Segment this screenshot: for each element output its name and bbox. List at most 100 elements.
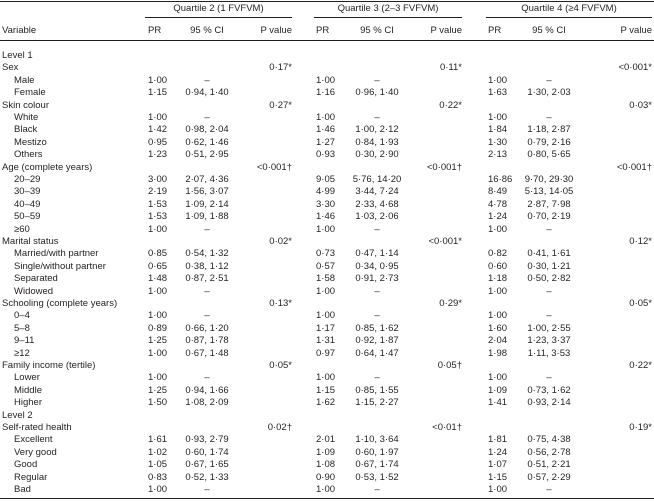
pr-value: 1·09: [488, 384, 508, 396]
column-header: P value: [430, 25, 462, 36]
row-label: Female: [14, 87, 46, 99]
p-value: 0·17*: [269, 62, 292, 74]
column-header: P value: [260, 25, 292, 36]
section-title: Level 2: [2, 409, 33, 421]
ci-value: 0·67, 1·48: [185, 347, 229, 359]
row-label: 20–29: [14, 174, 41, 185]
pr-value: 1·46: [316, 211, 336, 223]
ci-value: 0·38, 1·12: [185, 260, 229, 272]
pr-value: 1·00: [148, 310, 168, 322]
ci-value: 0·34, 0·95: [355, 260, 399, 272]
pr-value: 1·00: [148, 74, 168, 86]
ci-value: –: [546, 285, 552, 297]
p-value: 0·03*: [629, 99, 652, 111]
pr-value: 1·08: [316, 459, 336, 471]
pr-value: 0·95: [148, 136, 168, 148]
pr-value: 2·04: [488, 335, 508, 347]
ci-value: 0·50, 2·82: [527, 273, 571, 285]
p-value: <0·001*: [618, 62, 652, 74]
ci-value: 1·30, 2·03: [527, 87, 571, 99]
group-rule: [486, 17, 652, 18]
row-label: Regular: [14, 471, 48, 483]
pr-value: 16·86: [488, 174, 513, 185]
ci-value: 0·51, 2·21: [527, 459, 571, 471]
ci-value: –: [374, 372, 380, 384]
ci-value: 0·94, 1·66: [185, 384, 229, 396]
pr-value: 1·05: [148, 459, 168, 471]
row-label: Black: [14, 124, 38, 136]
pr-value: 3·30: [316, 198, 336, 210]
ci-value: –: [374, 310, 380, 322]
ci-value: –: [204, 484, 210, 495]
bottom-rule: [0, 498, 654, 499]
row-label: Widowed: [14, 285, 54, 297]
pr-value: 1·00: [488, 112, 508, 123]
p-value: 0·22*: [629, 360, 652, 371]
pr-value: 1·25: [148, 384, 168, 396]
column-header: PR: [316, 25, 330, 36]
pr-value: 1·02: [148, 446, 168, 458]
pr-value: 1·62: [316, 397, 336, 409]
pr-value: 1·61: [148, 434, 168, 446]
pr-value: 8·49: [488, 186, 508, 198]
ci-value: 2·07, 4·36: [185, 174, 229, 185]
ci-value: 2·87, 7·98: [527, 198, 571, 210]
ci-value: 0·79, 2·16: [527, 136, 571, 148]
ci-value: 0·91, 2·73: [355, 273, 399, 285]
pr-value: 1·00: [316, 223, 336, 235]
ci-value: 5·13, 14·05: [524, 186, 574, 198]
pr-value: 1·30: [488, 136, 508, 148]
ci-value: 0·60, 1·74: [185, 446, 229, 458]
pr-value: 1·16: [316, 87, 336, 99]
ci-value: 0·93, 2·79: [185, 434, 229, 446]
ci-value: 0·54, 1·32: [185, 248, 229, 260]
ci-value: 1·00, 2·55: [527, 322, 571, 334]
ci-value: 0·75, 4·38: [527, 434, 571, 446]
ci-value: 0·57, 2·29: [527, 471, 571, 483]
pr-value: 2·13: [488, 149, 508, 161]
pr-value: 0·60: [488, 260, 508, 272]
ci-value: 1·03, 2·06: [355, 211, 399, 223]
pr-value: 1·41: [488, 397, 508, 409]
ci-value: 1·09, 2·14: [185, 198, 229, 210]
pr-value: 1·84: [488, 124, 508, 136]
p-value: 0·12*: [629, 236, 652, 247]
ci-value: 0·87, 2·51: [185, 273, 229, 285]
pr-value: 1·98: [488, 347, 508, 359]
p-value: 0·05†: [437, 360, 462, 371]
ci-value: 0·52, 1·33: [185, 471, 229, 483]
ci-value: 0·56, 2·78: [527, 446, 571, 458]
group-label: Self-rated health: [2, 422, 72, 433]
ci-value: 0·96, 1·40: [355, 87, 399, 99]
ci-value: 0·51, 2·95: [185, 149, 229, 161]
ci-value: 0·92, 1·87: [355, 335, 399, 347]
p-value: <0·001†: [426, 161, 462, 173]
pr-value: 1·00: [316, 484, 336, 495]
p-value: 0·02†: [267, 422, 292, 433]
column-header: 95 % CI: [532, 25, 566, 36]
ci-value: 0·93, 2·14: [527, 397, 571, 409]
ci-value: 1·10, 3·64: [355, 434, 399, 446]
pr-value: 1·17: [316, 322, 336, 334]
row-label: 50–59: [14, 211, 41, 223]
row-label: 9–11: [14, 335, 35, 347]
pr-value: 4·99: [316, 186, 336, 198]
p-value: <0·01†: [432, 422, 462, 433]
pr-value: 1·25: [148, 335, 168, 347]
row-label: Separated: [14, 273, 58, 285]
pr-value: 0·97: [316, 347, 336, 359]
ci-value: –: [546, 484, 552, 495]
pr-value: 1·23: [148, 149, 168, 161]
pr-value: 1·00: [148, 372, 168, 384]
column-header: Variable: [2, 25, 37, 36]
group-rule: [145, 17, 292, 18]
row-label: 30–39: [14, 186, 41, 198]
row-label: 5–8: [14, 322, 30, 334]
quartile-header: Quartile 2 (1 FVFVM): [173, 3, 264, 14]
pr-value: 0·83: [148, 471, 168, 483]
pr-value: 1·00: [488, 372, 508, 384]
ci-value: 0·67, 1·65: [185, 459, 229, 471]
pr-value: 1·00: [148, 347, 168, 359]
ci-value: –: [546, 112, 552, 123]
ci-value: –: [374, 74, 380, 86]
